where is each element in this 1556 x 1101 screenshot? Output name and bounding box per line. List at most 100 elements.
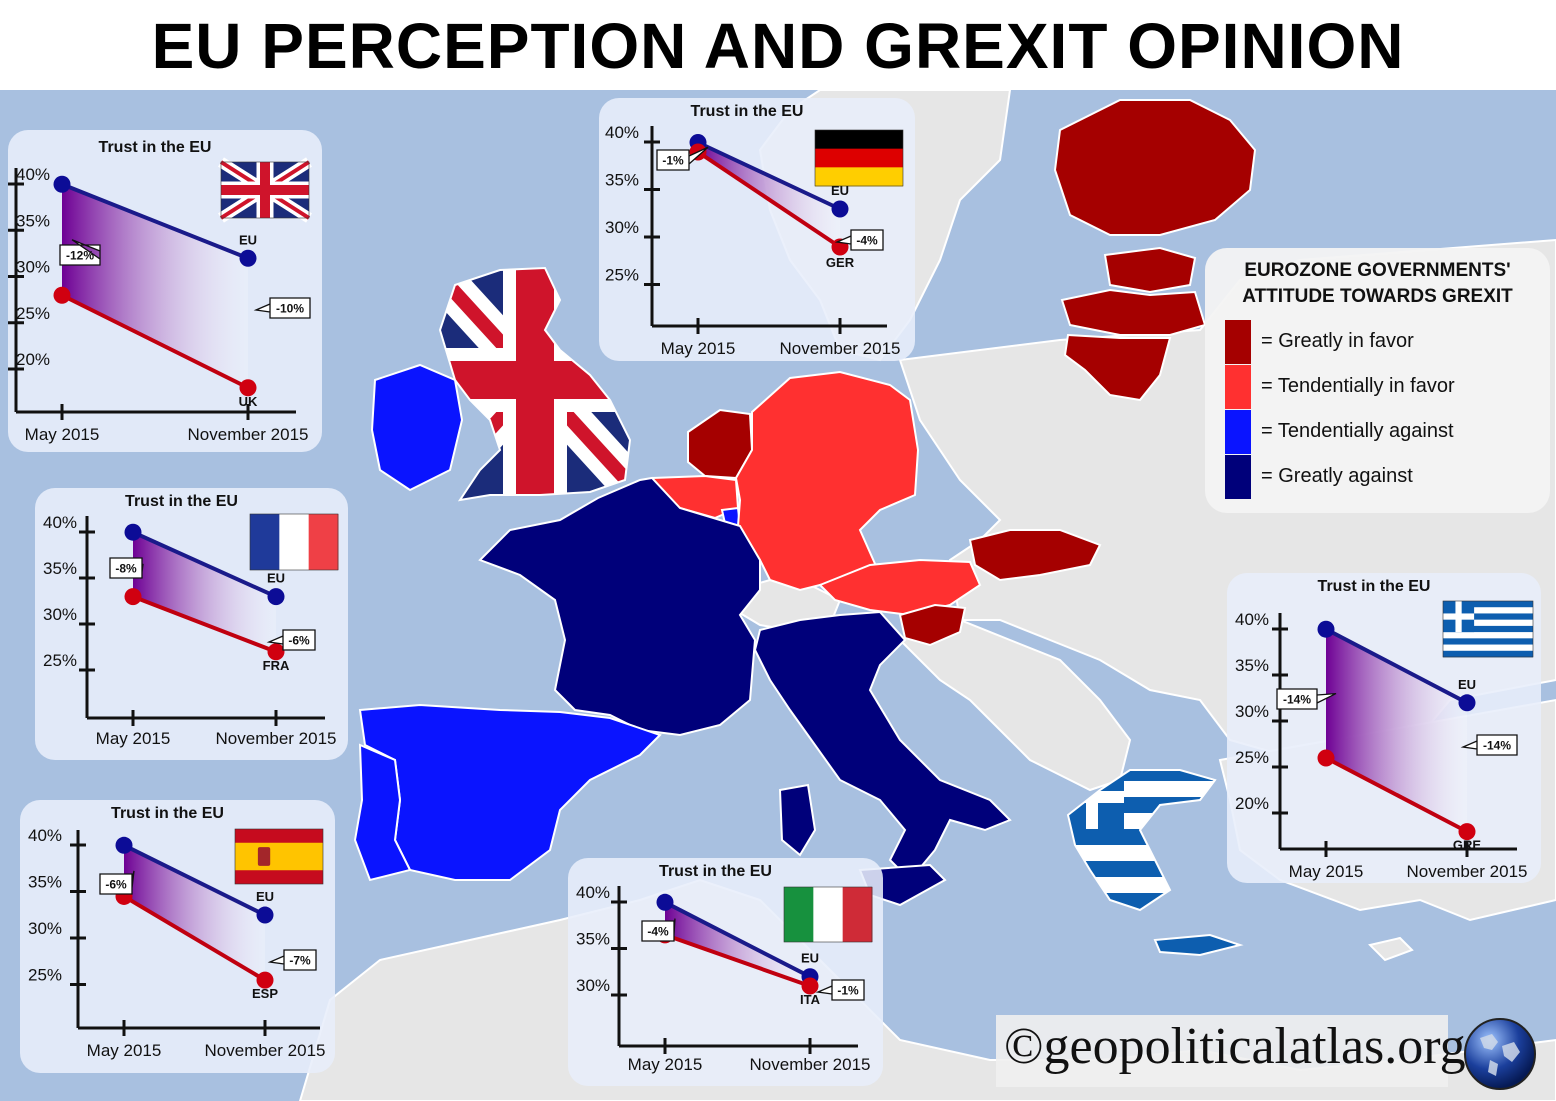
legend-swatch — [1225, 365, 1251, 409]
callout-box — [641, 918, 676, 942]
series-label-country: FRA — [263, 658, 290, 673]
flag-stripe — [1443, 619, 1533, 627]
y-tick-label: 25% — [16, 304, 50, 323]
change-callout: -6% — [99, 870, 135, 895]
change-callout: -8% — [109, 557, 144, 579]
callout-label: -4% — [856, 234, 878, 248]
callout-label: -1% — [662, 154, 684, 168]
x-tick-label: November 2015 — [188, 425, 309, 444]
callout-label: -1% — [837, 984, 859, 998]
y-tick-label: 35% — [605, 171, 639, 190]
y-tick-label: 35% — [1235, 656, 1269, 675]
data-point-country — [267, 643, 285, 661]
flag-stripe — [1443, 638, 1533, 645]
globe-icon — [1464, 1018, 1536, 1090]
flag-cross — [1443, 613, 1475, 620]
data-point-country — [1317, 749, 1335, 767]
callout-label: -7% — [289, 954, 311, 968]
flag-icon — [218, 157, 312, 223]
series-gap-area — [1326, 629, 1467, 832]
change-callout: -4% — [641, 918, 676, 942]
flag-stripe — [1443, 607, 1533, 614]
y-tick-label: 30% — [1235, 702, 1269, 721]
chart-spain: Trust in the EU 40% 35% 30% 25% May 2015 Novem… — [28, 805, 326, 1060]
country-latvia — [1060, 288, 1207, 336]
series-line-country — [1325, 756, 1468, 834]
flag-icon — [234, 828, 324, 885]
data-point-eu — [115, 836, 133, 854]
change-callout: -10% — [253, 297, 311, 319]
x-tick-label: November 2015 — [205, 1041, 326, 1060]
series-label-eu: EU — [801, 951, 819, 966]
x-tick-label: November 2015 — [780, 339, 901, 358]
flag-border — [1442, 600, 1534, 658]
data-point-eu — [1458, 694, 1476, 712]
y-tick-label: 20% — [1235, 794, 1269, 813]
series-label-eu: EU — [831, 183, 849, 198]
series-line-eu — [697, 140, 841, 211]
change-callout: -7% — [267, 949, 317, 971]
x-tick-label: May 2015 — [96, 729, 171, 748]
x-tick-label: May 2015 — [25, 425, 100, 444]
change-callout: -4% — [834, 229, 884, 251]
flag-stripe — [1443, 625, 1533, 633]
y-tick-label: 30% — [43, 605, 77, 624]
balkans-land — [898, 618, 1132, 792]
flag-border — [234, 828, 324, 885]
country-portugal — [353, 743, 412, 882]
x-tick-label: May 2015 — [1289, 862, 1364, 881]
country-cyprus — [1368, 936, 1414, 962]
flag-cross-red — [221, 162, 309, 218]
y-tick-label: 40% — [16, 165, 50, 184]
x-tick-label: November 2015 — [750, 1055, 871, 1074]
country-estonia — [1103, 246, 1197, 294]
series-line-country — [664, 932, 811, 988]
callout-box — [109, 557, 144, 579]
flag-stripe — [1443, 650, 1533, 658]
callout-box — [656, 146, 709, 171]
y-tick-label: 25% — [1235, 748, 1269, 767]
y-tick-label: 30% — [28, 919, 62, 938]
country-uk — [438, 266, 632, 502]
chart-title: Trust in the EU — [659, 863, 772, 880]
series-line-country — [122, 894, 267, 982]
flag-coat-of-arms — [257, 847, 271, 866]
change-callout: -6% — [266, 629, 316, 651]
y-tick-label: 25% — [605, 266, 639, 285]
y-tick-label: 25% — [28, 966, 62, 985]
country-austria — [818, 558, 982, 617]
chart-title: Trust in the EU — [99, 139, 212, 156]
callout-box — [59, 239, 101, 266]
credit-text: ©geopoliticalatlas.org — [1004, 1018, 1466, 1075]
series-label-country: ITA — [800, 992, 821, 1007]
flag-border — [814, 129, 904, 187]
y-tick-label: 40% — [605, 123, 639, 142]
series-label-country: GRE — [1453, 838, 1482, 853]
callout-box — [267, 949, 317, 971]
callout-box — [834, 229, 884, 251]
callout-box — [1276, 688, 1337, 710]
y-tick-label: 40% — [43, 513, 77, 532]
data-point-country — [801, 977, 819, 995]
legend-label: = Greatly against — [1261, 465, 1413, 487]
flag-stripe — [815, 148, 903, 168]
callout-label: -4% — [647, 925, 669, 939]
y-tick-label: 25% — [43, 651, 77, 670]
series-line-country — [61, 293, 249, 390]
x-tick-label: November 2015 — [1407, 862, 1528, 881]
series-gap-area — [133, 532, 276, 652]
data-point-country — [256, 971, 274, 989]
series-line-eu — [123, 843, 266, 917]
data-point-eu — [53, 175, 71, 193]
flag-stripe — [250, 514, 280, 570]
callout-label: -14% — [1283, 693, 1311, 707]
country-greece — [1066, 769, 1217, 912]
legend-panel: EUROZONE GOVERNMENTS' ATTITUDE TOWARDS G… — [1205, 248, 1550, 513]
y-tick-label: 20% — [16, 350, 50, 369]
country-ireland — [370, 363, 464, 492]
chart-uk: Trust in the EU 40% 35% 30% 25% 20% May 2015 No… — [8, 139, 312, 444]
data-point-country — [53, 286, 71, 304]
series-label-country: GER — [826, 255, 855, 270]
callout-box — [815, 979, 865, 1001]
